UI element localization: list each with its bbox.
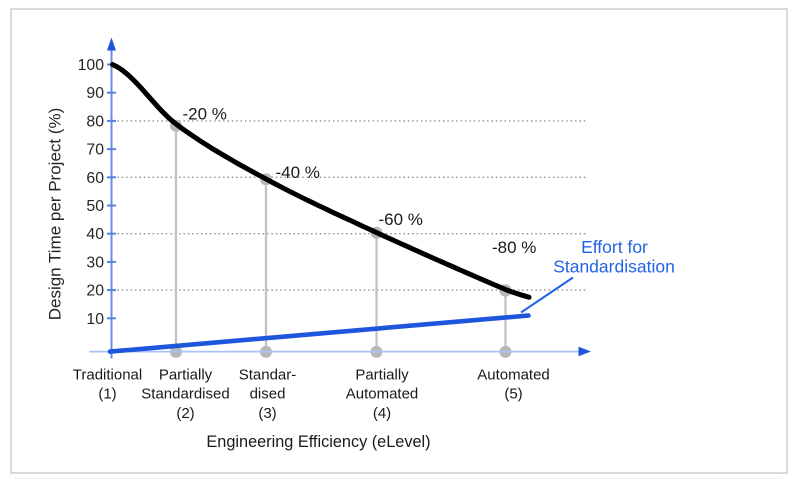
svg-text:Design Time per Project (%): Design Time per Project (%) <box>45 108 64 321</box>
svg-text:Effort for: Effort for <box>581 237 648 257</box>
svg-text:Traditional: Traditional <box>73 366 142 383</box>
svg-text:Partially: Partially <box>159 366 213 383</box>
svg-text:-20 %: -20 % <box>183 105 227 124</box>
svg-text:(5): (5) <box>504 386 522 403</box>
svg-text:80: 80 <box>86 113 104 130</box>
svg-text:90: 90 <box>86 85 104 102</box>
svg-text:-40 %: -40 % <box>276 163 320 182</box>
svg-text:Automated: Automated <box>346 386 419 403</box>
svg-text:(3): (3) <box>258 405 276 422</box>
svg-text:Partially: Partially <box>355 366 409 383</box>
svg-text:10: 10 <box>86 311 104 328</box>
svg-text:50: 50 <box>86 198 104 215</box>
svg-text:70: 70 <box>86 142 104 159</box>
svg-text:-80 %: -80 % <box>492 238 536 257</box>
svg-text:dised: dised <box>250 386 286 403</box>
svg-text:60: 60 <box>86 170 104 187</box>
svg-text:Standar-: Standar- <box>239 366 297 383</box>
svg-text:(1): (1) <box>98 386 116 403</box>
svg-text:(2): (2) <box>176 405 194 422</box>
svg-text:-60 %: -60 % <box>379 210 423 229</box>
svg-text:20: 20 <box>86 283 104 300</box>
svg-text:30: 30 <box>86 254 104 271</box>
svg-text:100: 100 <box>78 57 105 74</box>
svg-text:Automated: Automated <box>477 366 550 383</box>
svg-text:Standardised: Standardised <box>141 386 229 403</box>
svg-text:Standardisation: Standardisation <box>553 257 675 277</box>
svg-text:(4): (4) <box>373 405 391 422</box>
svg-text:Engineering Efficiency (eLevel: Engineering Efficiency (eLevel) <box>206 433 430 451</box>
svg-text:40: 40 <box>86 226 104 243</box>
